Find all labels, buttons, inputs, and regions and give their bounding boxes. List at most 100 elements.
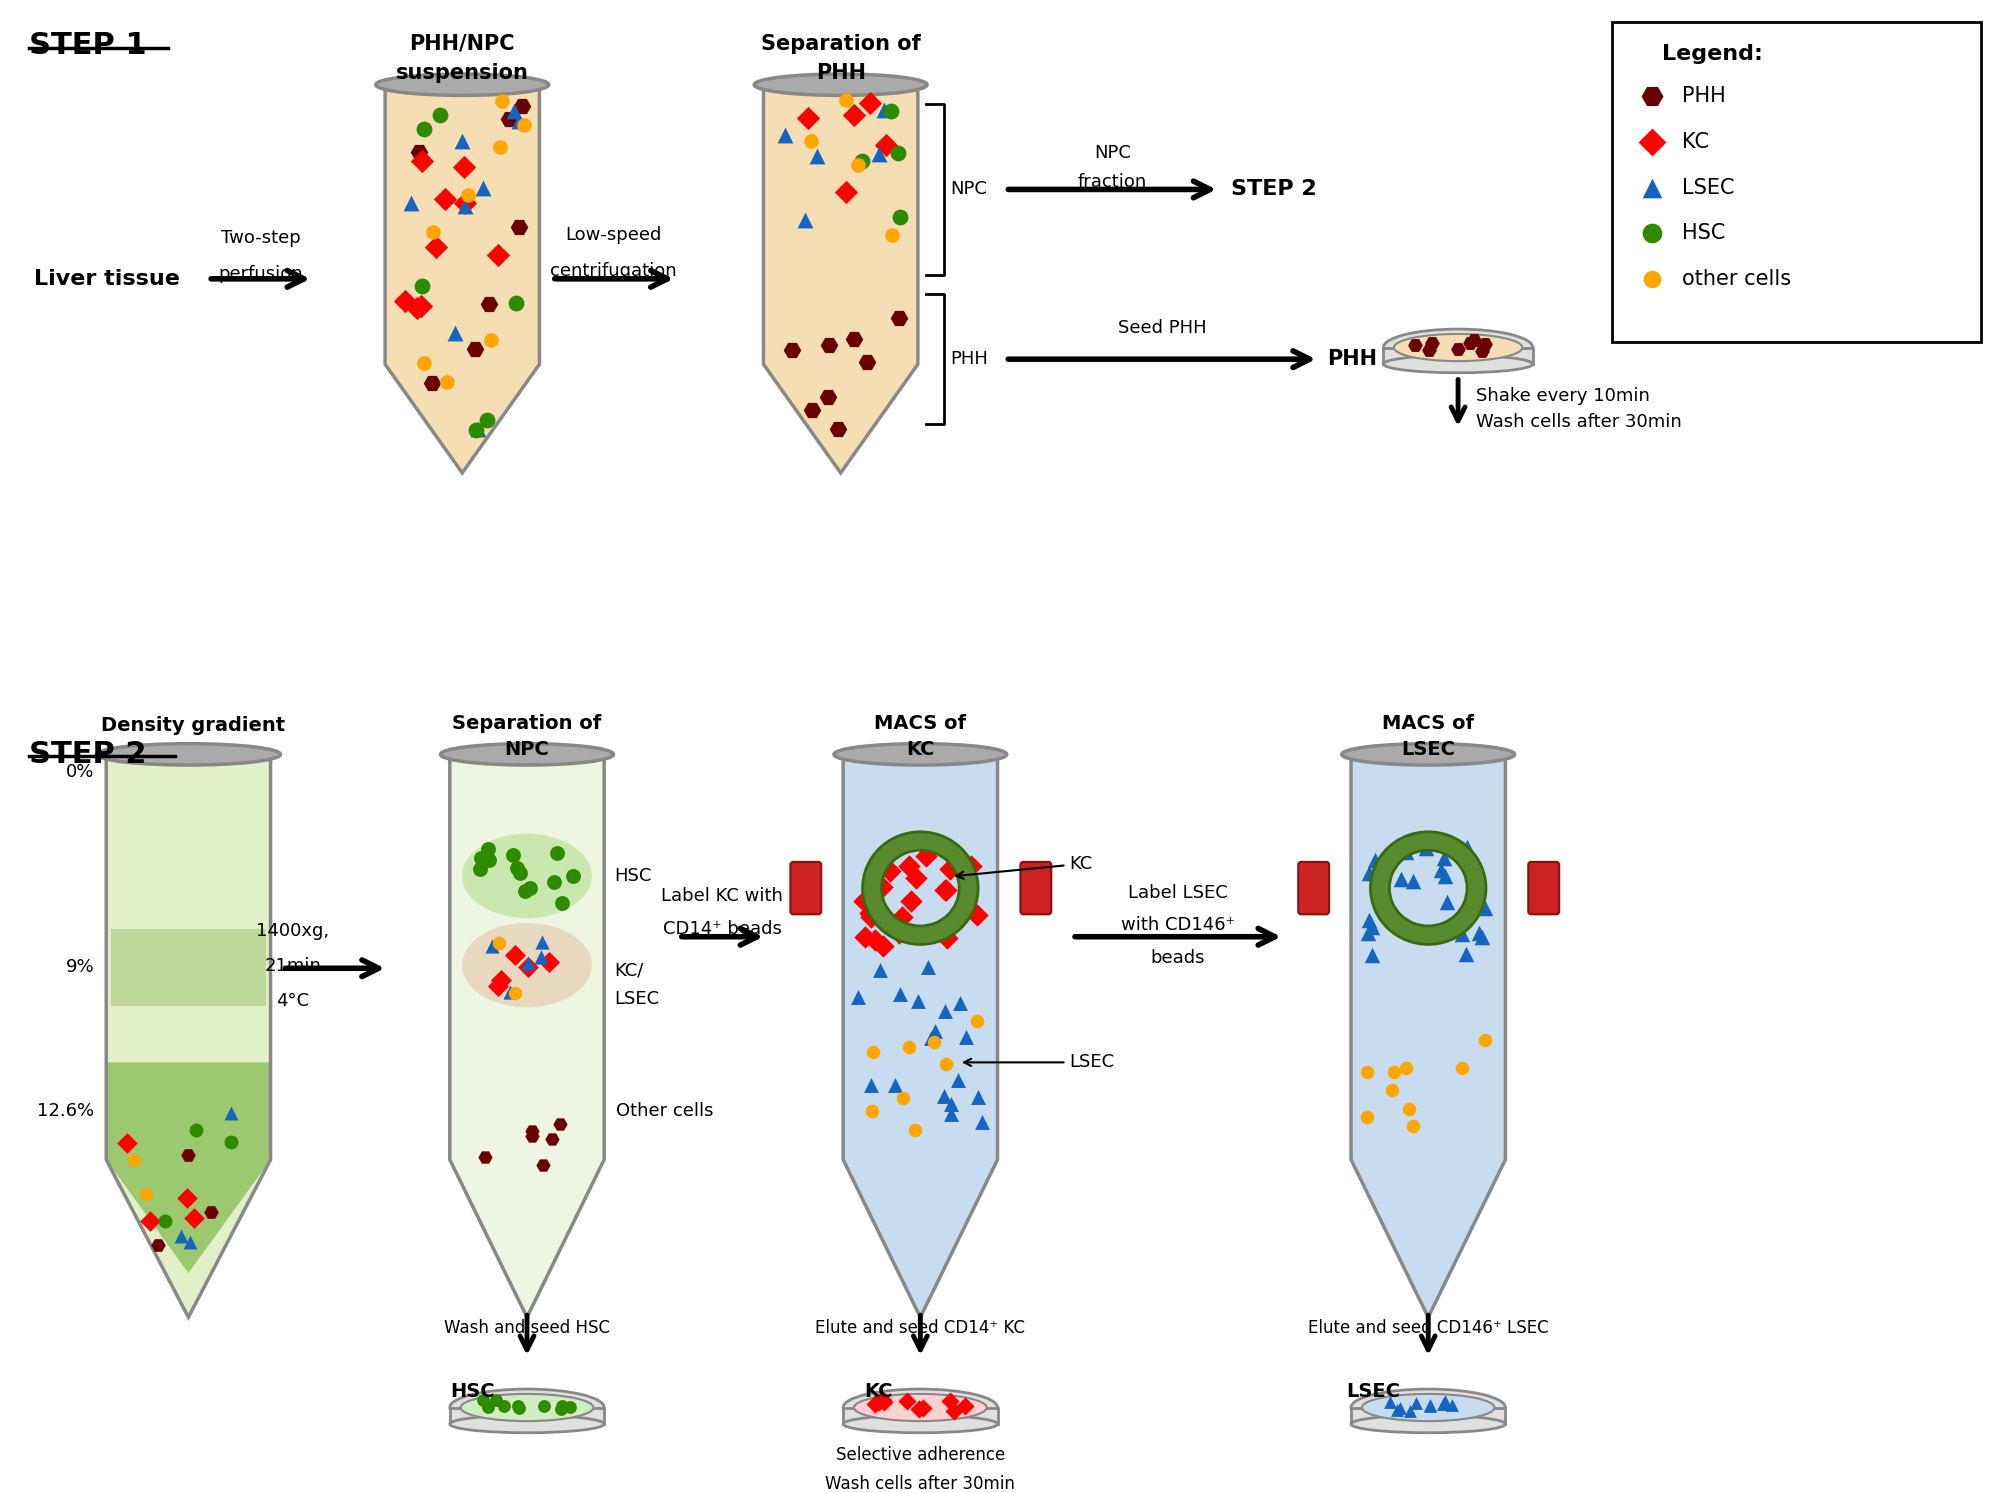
Text: LSEC: LSEC [964, 1054, 1114, 1072]
Point [472, 293, 504, 317]
Point [418, 219, 450, 243]
Point [486, 967, 518, 991]
Point [1382, 909, 1414, 933]
Point [848, 926, 880, 950]
Point [1352, 1105, 1384, 1129]
Point [506, 94, 538, 118]
Text: suspension: suspension [396, 63, 528, 84]
Polygon shape [112, 929, 266, 1006]
Point [130, 1182, 162, 1206]
Text: Label KC with: Label KC with [662, 887, 784, 905]
Point [794, 128, 826, 152]
Point [1470, 896, 1502, 920]
Point [1428, 1391, 1460, 1415]
Point [504, 860, 536, 884]
Text: Selective adherence: Selective adherence [836, 1447, 1004, 1465]
Ellipse shape [1384, 355, 1532, 373]
Polygon shape [106, 754, 270, 1317]
Point [1466, 924, 1498, 948]
Point [1428, 1388, 1460, 1412]
Point [942, 1069, 974, 1093]
Point [1470, 333, 1502, 357]
Point [172, 1185, 204, 1209]
Point [514, 876, 546, 900]
Point [406, 149, 438, 173]
Point [830, 181, 862, 205]
Point [928, 878, 960, 902]
Polygon shape [764, 85, 918, 473]
Point [1376, 1078, 1408, 1102]
Ellipse shape [844, 1388, 998, 1426]
Point [546, 891, 578, 915]
Text: PHH/NPC: PHH/NPC [410, 34, 516, 54]
Point [874, 858, 906, 882]
Point [402, 140, 434, 164]
Point [934, 857, 966, 881]
Point [504, 109, 536, 133]
Point [1462, 921, 1494, 945]
Text: KC: KC [1682, 131, 1710, 152]
FancyBboxPatch shape [1612, 21, 1980, 342]
Ellipse shape [1352, 1388, 1506, 1426]
Point [856, 1099, 888, 1123]
Point [960, 1009, 992, 1033]
Point [956, 854, 988, 878]
Polygon shape [450, 754, 604, 1317]
Text: other cells: other cells [1682, 269, 1792, 288]
Point [470, 408, 502, 431]
Point [842, 154, 874, 178]
Point [488, 1394, 520, 1418]
Point [1400, 1391, 1432, 1415]
Text: Density gradient: Density gradient [102, 715, 286, 735]
Point [1446, 1057, 1478, 1081]
Text: KC: KC [864, 1383, 892, 1402]
Point [468, 848, 500, 872]
Text: PHH: PHH [816, 63, 866, 84]
Ellipse shape [440, 744, 614, 764]
Point [928, 999, 960, 1023]
Ellipse shape [1362, 1394, 1494, 1421]
Ellipse shape [844, 1415, 998, 1433]
Point [172, 1142, 204, 1166]
Text: Separation of: Separation of [760, 34, 920, 54]
Point [966, 1111, 998, 1135]
Point [558, 864, 590, 888]
Text: beads: beads [1150, 950, 1206, 967]
Point [1636, 176, 1668, 200]
Point [516, 1124, 548, 1148]
Point [890, 1390, 922, 1414]
Point [822, 417, 854, 440]
Point [1636, 221, 1668, 245]
Point [930, 1053, 962, 1076]
Point [118, 1148, 150, 1172]
Point [1354, 908, 1386, 932]
Point [776, 337, 808, 361]
Text: LSEC: LSEC [1346, 1383, 1400, 1402]
Point [400, 296, 432, 320]
Text: 21min: 21min [264, 957, 322, 975]
FancyBboxPatch shape [1020, 861, 1052, 914]
Point [512, 956, 544, 979]
Polygon shape [844, 754, 998, 1317]
Ellipse shape [462, 833, 592, 918]
Text: MACS of: MACS of [1382, 714, 1474, 733]
Point [1468, 1029, 1500, 1053]
Point [950, 1024, 982, 1048]
Point [496, 842, 528, 866]
Text: CD14⁺ beads: CD14⁺ beads [662, 920, 782, 938]
Point [902, 988, 934, 1012]
Point [852, 349, 884, 373]
Point [474, 848, 506, 872]
Point [864, 959, 896, 982]
Text: Legend:: Legend: [1662, 43, 1764, 64]
Point [960, 903, 992, 927]
Point [856, 1041, 888, 1065]
Point [1442, 337, 1474, 361]
Point [404, 294, 436, 318]
Text: 4°C: 4°C [276, 993, 310, 1011]
Point [898, 1118, 930, 1142]
Point [388, 290, 420, 314]
Point [416, 372, 448, 396]
Point [486, 90, 518, 113]
Point [424, 103, 456, 127]
